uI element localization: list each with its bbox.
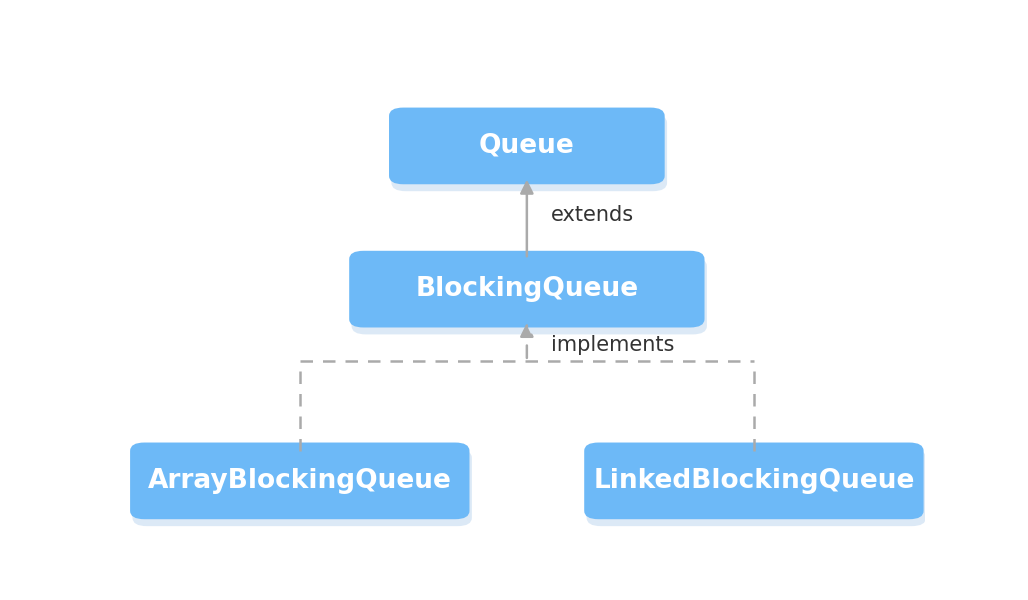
FancyBboxPatch shape	[131, 443, 470, 519]
FancyBboxPatch shape	[584, 443, 923, 519]
FancyBboxPatch shape	[587, 449, 926, 526]
FancyBboxPatch shape	[392, 115, 667, 191]
Text: extends: extends	[551, 205, 634, 225]
FancyBboxPatch shape	[389, 107, 665, 184]
Text: Queue: Queue	[479, 133, 575, 159]
FancyBboxPatch shape	[133, 449, 472, 526]
Text: implements: implements	[551, 335, 674, 355]
Text: BlockingQueue: BlockingQueue	[415, 276, 638, 302]
FancyBboxPatch shape	[350, 251, 704, 328]
Text: LinkedBlockingQueue: LinkedBlockingQueue	[593, 468, 915, 494]
FancyBboxPatch shape	[352, 258, 707, 334]
Text: ArrayBlockingQueue: ArrayBlockingQueue	[148, 468, 451, 494]
